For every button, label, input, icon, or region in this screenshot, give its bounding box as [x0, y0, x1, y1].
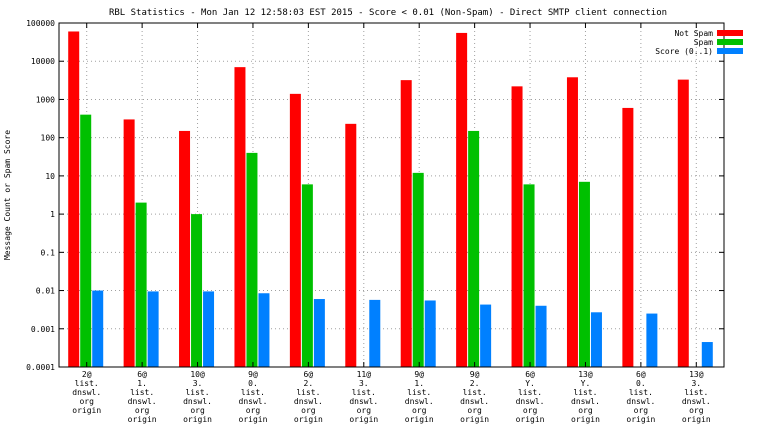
legend-swatch — [717, 48, 743, 54]
bar-not-spam — [68, 31, 80, 367]
bar-score-0-1 — [92, 290, 104, 367]
bar-spam — [80, 114, 92, 367]
bar-not-spam — [345, 123, 357, 367]
bar-not-spam — [400, 80, 412, 368]
bar-score-0-1 — [147, 291, 159, 367]
category-label: 6@ 2. list. dnswl. org origin — [294, 370, 323, 424]
bar-not-spam — [123, 119, 135, 368]
legend-label: Score (0..1) — [655, 47, 713, 56]
bar-score-0-1 — [203, 291, 215, 367]
category-label: 9@ 1. list. dnswl. org origin — [405, 370, 434, 424]
bar-spam — [301, 184, 313, 367]
category-label: 2@ list. dnswl. org origin — [72, 370, 101, 415]
bar-spam — [246, 152, 258, 367]
bar-spam — [468, 130, 480, 367]
bar-not-spam — [234, 67, 246, 368]
y-tick-label: 10000 — [31, 57, 55, 66]
y-axis-label: Message Count or Spam Score — [3, 130, 12, 260]
bar-score-0-1 — [590, 312, 602, 367]
bar-score-0-1 — [313, 299, 325, 367]
y-tick-label: 0.0001 — [26, 363, 55, 372]
bar-spam — [412, 172, 424, 367]
bars-layer — [68, 31, 713, 368]
y-tick-label: 100 — [41, 134, 56, 143]
legend-label: Spam — [694, 38, 713, 47]
category-label: 11@ 3. list. dnswl. org origin — [349, 370, 378, 424]
category-label: 9@ 0. list. dnswl. org origin — [239, 370, 268, 424]
bar-spam — [523, 184, 535, 367]
bar-score-0-1 — [369, 299, 381, 367]
bar-spam — [191, 214, 203, 367]
legend-swatch — [717, 30, 743, 36]
y-tick-label: 0.1 — [41, 248, 56, 257]
category-label: 13@ 3. list. dnswl. org origin — [682, 370, 711, 424]
y-tick-label: 1 — [50, 210, 55, 219]
bar-score-0-1 — [480, 304, 492, 367]
bar-not-spam — [677, 79, 689, 368]
y-tick-label: 1000 — [36, 95, 55, 104]
y-ticks: 0.0001 0.001 0.01 0.1 1 10 100 1000 10000 100000 — [26, 19, 724, 372]
bar-score-0-1 — [258, 293, 270, 367]
bar-not-spam — [289, 93, 301, 368]
category-label: 10@ 3. list. dnswl. org origin — [183, 370, 212, 424]
bar-spam — [578, 181, 590, 367]
y-tick-label: 0.001 — [31, 325, 55, 334]
plot-frame — [58, 22, 725, 368]
bar-score-0-1 — [646, 313, 658, 367]
category-label: 9@ 2. list. dnswl. org origin — [460, 370, 489, 424]
bar-score-0-1 — [701, 342, 713, 367]
legend-swatch — [717, 39, 743, 45]
bar-not-spam — [622, 107, 634, 367]
bar-not-spam — [511, 86, 523, 367]
legend-label: Not Spam — [674, 29, 713, 38]
bar-not-spam — [566, 77, 578, 368]
category-label: 6@ Y. list. dnswl. org origin — [516, 370, 545, 424]
x-ticks: 2@ list. dnswl. org origin 6@ 1. list. dnswl. org… — [72, 23, 711, 424]
bar-not-spam — [179, 130, 191, 367]
bar-score-0-1 — [535, 305, 547, 367]
y-tick-label: 0.01 — [36, 287, 55, 296]
category-label: 13@ Y. list. dnswl. org origin — [571, 370, 600, 424]
bar-spam — [135, 202, 147, 367]
bar-not-spam — [456, 32, 468, 367]
category-label: 6@ 1. list. dnswl. org origin — [128, 370, 157, 424]
y-tick-label: 10 — [45, 172, 55, 181]
y-tick-label: 100000 — [26, 19, 55, 28]
chart-title: RBL Statistics - Mon Jan 12 12:58:03 EST… — [109, 8, 667, 18]
category-label: 6@ 0. list. dnswl. org origin — [626, 370, 655, 424]
bar-score-0-1 — [424, 300, 436, 367]
